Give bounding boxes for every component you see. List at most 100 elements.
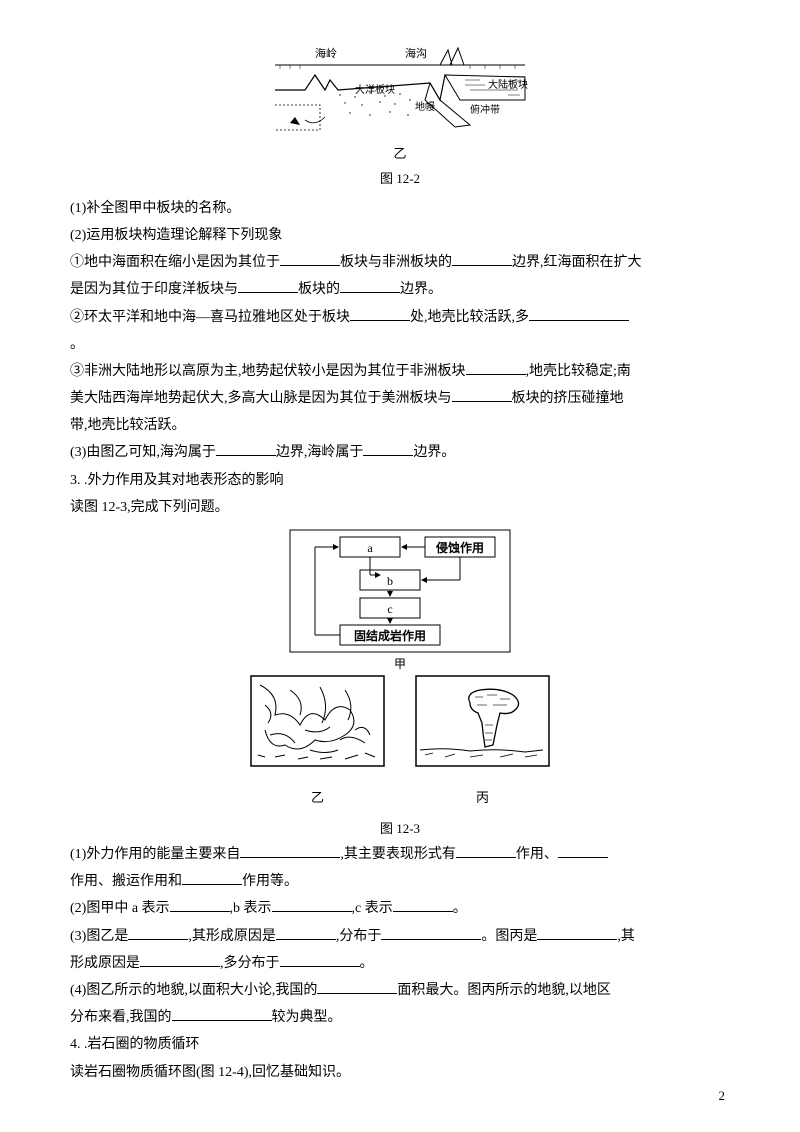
t: (3)图乙是 bbox=[70, 929, 128, 944]
q1-2: (2)运用板块构造理论解释下列现象 bbox=[70, 223, 730, 248]
blank[interactable] bbox=[452, 388, 512, 402]
pair-caption: 图 12-3 bbox=[70, 817, 730, 840]
img-pair: 乙 丙 bbox=[70, 675, 730, 812]
label-subduction: 俯冲带 bbox=[470, 103, 500, 116]
q1-5: ②环太平洋和地中海—喜马拉雅地区处于板块 处,地壳比较活跃,多 bbox=[70, 305, 730, 330]
blank[interactable] bbox=[537, 926, 617, 940]
fig-tectonic: 海岭 海沟 大陆板块 大洋板块 地幔 俯冲带 bbox=[70, 45, 730, 191]
label-ridge: 海岭 bbox=[315, 46, 337, 60]
blank[interactable] bbox=[182, 871, 242, 885]
t: 板块与非洲板块的 bbox=[340, 255, 452, 270]
pair-right: 丙 bbox=[415, 786, 550, 809]
sub-caption-1: 乙 bbox=[70, 142, 730, 165]
blank[interactable] bbox=[280, 252, 340, 266]
t: 边界,海岭属于 bbox=[276, 445, 364, 460]
t: ,多分布于 bbox=[220, 956, 280, 971]
blank[interactable] bbox=[529, 307, 629, 321]
blank[interactable] bbox=[558, 844, 608, 858]
q3-5: 形成原因是 ,多分布于 。 bbox=[70, 951, 730, 976]
t: 。图丙是 bbox=[481, 929, 537, 944]
blank[interactable] bbox=[393, 898, 453, 912]
q1-6: ③非洲大陆地形以高原为主,地势起伏较小是因为其位于非洲板块,地壳比较稳定;南 bbox=[70, 359, 730, 384]
sec4-sub: 读岩石圈物质循环图(图 12-4),回忆基础知识。 bbox=[70, 1060, 730, 1085]
svg-mushroom bbox=[415, 675, 550, 775]
q3-7: 分布来看,我国的 较为典型。 bbox=[70, 1005, 730, 1030]
blank[interactable] bbox=[240, 844, 340, 858]
t: 板块的挤压碰撞地 bbox=[512, 391, 624, 406]
img-right-block: 丙 bbox=[415, 675, 550, 812]
blank[interactable] bbox=[317, 980, 397, 994]
fig-flowchart: a 侵蚀作用 b c 固结成岩作用 甲 bbox=[70, 525, 730, 670]
blank[interactable] bbox=[381, 926, 481, 940]
t: ,其形成原因是 bbox=[188, 929, 276, 944]
t: ①地中海面积在缩小是因为其位于 bbox=[70, 255, 280, 270]
t: 边界。 bbox=[400, 282, 442, 297]
blank[interactable] bbox=[350, 307, 410, 321]
q3-4: (3)图乙是,其形成原因是,分布于。图丙是,其 bbox=[70, 924, 730, 949]
q1-1: (1)补全图甲中板块的名称。 bbox=[70, 196, 730, 221]
q3-2: 作用、搬运作用和作用等。 bbox=[70, 869, 730, 894]
t: 分布来看,我国的 bbox=[70, 1010, 172, 1025]
t: 。 bbox=[453, 901, 467, 916]
sec4-title: 4. .岩石圈的物质循环 bbox=[70, 1032, 730, 1057]
t: ,其主要表现形式有 bbox=[340, 847, 456, 862]
label-ocean-plate: 大洋板块 bbox=[355, 83, 395, 96]
blank[interactable] bbox=[456, 844, 516, 858]
blank[interactable] bbox=[172, 1007, 272, 1021]
img-left-block: 乙 bbox=[250, 675, 385, 812]
t: (4)图乙所示的地貌,以面积大小论,我国的 bbox=[70, 983, 317, 998]
q3-3: (2)图甲中 a 表示,b 表示,c 表示。 bbox=[70, 896, 730, 921]
t: (3)由图乙可知,海沟属于 bbox=[70, 445, 216, 460]
t: 处,地壳比较活跃,多 bbox=[410, 310, 529, 325]
blank[interactable] bbox=[452, 252, 512, 266]
blank[interactable] bbox=[216, 442, 276, 456]
t: (2)图甲中 a 表示 bbox=[70, 901, 170, 916]
q1-5b: 。 bbox=[70, 332, 730, 357]
t: 美大陆西海岸地势起伏大,多高大山脉是因为其位于美洲板块与 bbox=[70, 391, 452, 406]
t: ②环太平洋和地中海—喜马拉雅地区处于板块 bbox=[70, 310, 350, 325]
flow-cons: 固结成岩作用 bbox=[354, 628, 426, 643]
t: 作用、 bbox=[516, 847, 558, 862]
label-trench: 海沟 bbox=[405, 46, 427, 60]
q3-6: (4)图乙所示的地貌,以面积大小论,我国的面积最大。图丙所示的地貌,以地区 bbox=[70, 978, 730, 1003]
svg-flowchart: a 侵蚀作用 b c 固结成岩作用 甲 bbox=[285, 525, 515, 670]
t: 较为典型。 bbox=[272, 1010, 342, 1025]
sec3-title: 3. .外力作用及其对地表形态的影响 bbox=[70, 468, 730, 493]
q1-9: (3)由图乙可知,海沟属于边界,海岭属于边界。 bbox=[70, 440, 730, 465]
sec3-sub: 读图 12-3,完成下列问题。 bbox=[70, 495, 730, 520]
blank[interactable] bbox=[276, 926, 336, 940]
flow-a: a bbox=[367, 541, 373, 555]
blank[interactable] bbox=[170, 898, 230, 912]
t: 形成原因是 bbox=[70, 956, 140, 971]
label-cont-plate: 大陆板块 bbox=[488, 78, 528, 91]
blank[interactable] bbox=[340, 279, 400, 293]
flow-erosion: 侵蚀作用 bbox=[435, 540, 484, 555]
t: ③非洲大陆地形以高原为主,地势起伏较小是因为其位于非洲板块 bbox=[70, 364, 466, 379]
blank[interactable] bbox=[140, 953, 220, 967]
blank[interactable] bbox=[363, 442, 413, 456]
t: ,其 bbox=[617, 929, 635, 944]
flow-sub: 甲 bbox=[394, 657, 406, 670]
blank[interactable] bbox=[466, 361, 526, 375]
t: 。 bbox=[360, 956, 374, 971]
flow-b: b bbox=[387, 574, 393, 588]
blank[interactable] bbox=[128, 926, 188, 940]
label-mantle: 地幔 bbox=[415, 100, 435, 113]
q1-3: ①地中海面积在缩小是因为其位于 板块与非洲板块的 边界,红海面积在扩大 bbox=[70, 250, 730, 275]
t: 是因为其位于印度洋板块与 bbox=[70, 282, 238, 297]
t: ,b 表示 bbox=[230, 901, 272, 916]
pair-left: 乙 bbox=[250, 786, 385, 809]
q1-8: 带,地壳比较活跃。 bbox=[70, 413, 730, 438]
blank[interactable] bbox=[272, 898, 352, 912]
blank[interactable] bbox=[280, 953, 360, 967]
t: 作用等。 bbox=[242, 874, 298, 889]
caption-1: 图 12-2 bbox=[70, 167, 730, 190]
q1-4: 是因为其位于印度洋板块与 板块的 边界。 bbox=[70, 277, 730, 302]
q3-1: (1)外力作用的能量主要来自 ,其主要表现形式有 作用、 bbox=[70, 842, 730, 867]
t: 板块的 bbox=[298, 282, 340, 297]
t: 边界,红海面积在扩大 bbox=[512, 255, 642, 270]
blank[interactable] bbox=[238, 279, 298, 293]
q1-7: 美大陆西海岸地势起伏大,多高大山脉是因为其位于美洲板块与 板块的挤压碰撞地 bbox=[70, 386, 730, 411]
t: (1)外力作用的能量主要来自 bbox=[70, 847, 240, 862]
svg-delta bbox=[250, 675, 385, 775]
